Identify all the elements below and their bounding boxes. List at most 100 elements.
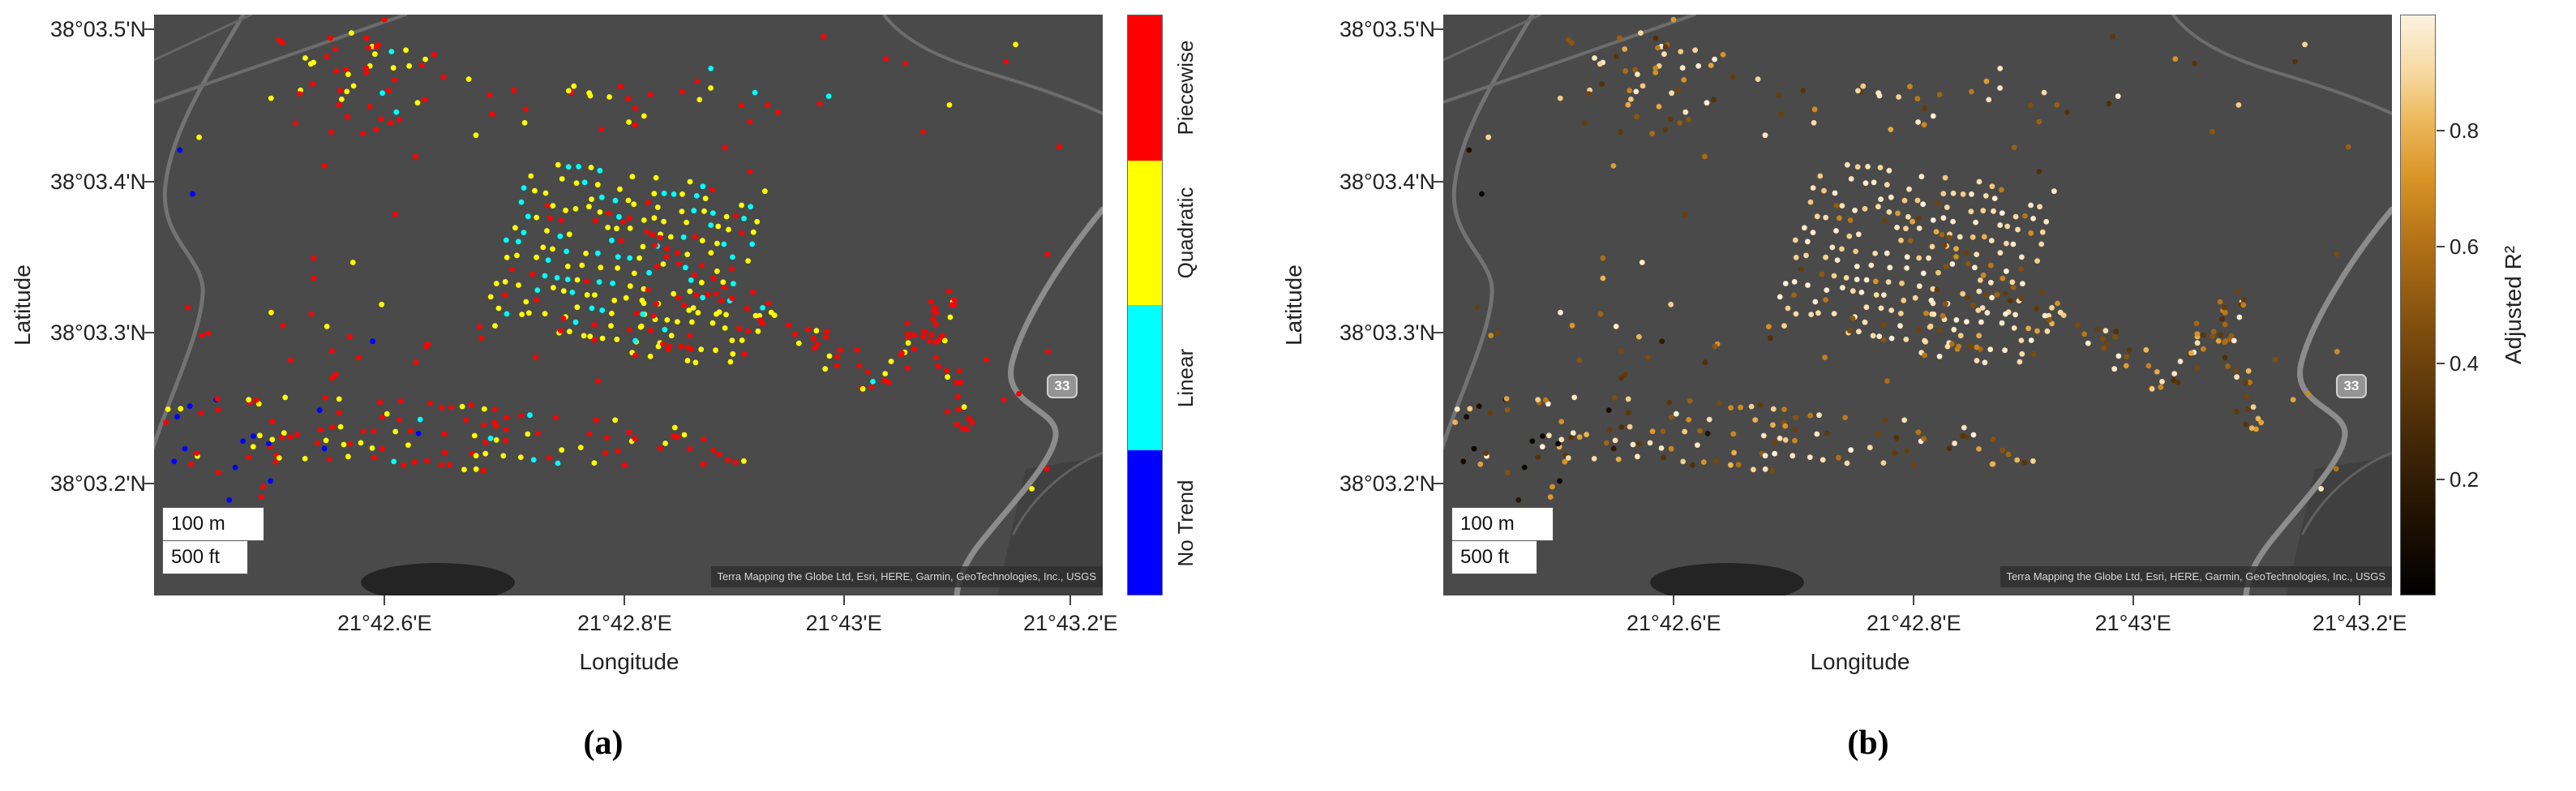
tree-point-r2: [2240, 302, 2247, 308]
tree-point-r2: [1984, 310, 1991, 316]
tree-point-category: [287, 357, 294, 363]
tree-point-r2: [1907, 238, 1914, 243]
tree-point-r2: [1946, 445, 1952, 451]
tree-point-r2: [1964, 250, 1970, 256]
legend-a-segment-none: [1128, 449, 1162, 595]
tree-point-category: [684, 251, 691, 257]
tree-point-category: [560, 288, 567, 294]
tree-point-category: [527, 412, 533, 419]
tree-point-r2: [1661, 51, 1667, 58]
tree-point-category: [667, 234, 674, 240]
tree-point-r2: [1930, 300, 1936, 307]
tree-point-r2: [1460, 458, 1467, 465]
tree-point-r2: [1494, 330, 1501, 337]
tree-point-category: [814, 341, 821, 347]
tree-point-r2: [2334, 349, 2340, 355]
tree-point-category: [341, 441, 347, 448]
road: [154, 15, 253, 62]
lat-tick-mark: [144, 482, 154, 484]
tree-point-category: [565, 164, 572, 170]
tree-point-category: [371, 428, 377, 434]
tree-point-category: [932, 355, 939, 361]
tree-point-category: [680, 234, 687, 240]
tree-point-r2: [1599, 81, 1605, 87]
tree-point-category: [185, 304, 191, 311]
tree-point-r2: [1635, 71, 1640, 77]
lon-tick-label: 21°43'E: [805, 611, 882, 635]
tree-point-category: [408, 428, 414, 434]
tree-point-category: [834, 363, 840, 369]
tree-point-r2: [2004, 240, 2009, 247]
tree-point-r2: [2099, 335, 2106, 342]
tree-point-r2: [1943, 300, 1948, 307]
tree-point-r2: [1668, 301, 1674, 307]
tree-point-category: [757, 312, 763, 319]
tree-point-category: [1029, 486, 1035, 492]
tree-point-r2: [2004, 223, 2011, 230]
tree-point-category: [493, 436, 499, 443]
tree-point-category: [370, 338, 376, 345]
tree-point-r2: [1929, 243, 1935, 250]
tree-point-r2: [1819, 457, 1826, 463]
tree-point-r2: [2014, 457, 2021, 463]
tree-point-category: [625, 197, 632, 204]
tree-point-category: [418, 62, 425, 68]
tree-point-r2: [1505, 470, 1511, 475]
tree-point-category: [1044, 251, 1051, 257]
tree-point-r2: [2149, 385, 2155, 392]
lon-tick-label: 21°43.2'E: [1022, 611, 1118, 635]
tree-point-category: [760, 305, 765, 311]
tree-point-r2: [1600, 255, 1606, 261]
tree-point-category: [363, 35, 370, 41]
tree-point-r2: [1627, 88, 1633, 93]
tree-point-category: [888, 359, 894, 364]
tree-point-r2: [1807, 412, 1814, 419]
tree-point-category: [729, 295, 735, 302]
tree-point-r2: [1973, 219, 1978, 226]
tree-point-category: [417, 416, 423, 423]
tree-point-category: [521, 230, 527, 235]
tree-point-category: [521, 120, 528, 126]
tree-point-category: [646, 269, 652, 276]
tree-point-category: [911, 332, 917, 338]
tree-point-category: [294, 432, 300, 437]
tree-point-r2: [1717, 400, 1722, 406]
tree-point-r2: [1627, 423, 1633, 430]
tree-point-r2: [1991, 208, 1996, 214]
tree-point-r2: [2030, 216, 2036, 221]
tree-point-category: [547, 215, 553, 221]
tree-point-category: [632, 436, 638, 442]
tree-point-category: [864, 369, 871, 375]
tree-point-category: [604, 435, 611, 441]
tree-point-r2: [1936, 92, 1943, 97]
tree-point-r2: [1791, 292, 1797, 299]
tree-point-r2: [1817, 173, 1824, 179]
tree-point-r2: [1843, 275, 1849, 281]
tree-point-r2: [1792, 437, 1798, 444]
tree-point-category: [692, 234, 698, 240]
tree-point-category: [675, 250, 680, 256]
tree-point-category: [344, 88, 350, 95]
tree-point-category: [522, 106, 529, 113]
tree-point-r2: [2034, 258, 2040, 264]
tree-point-r2: [1618, 375, 1624, 381]
tree-point-category: [921, 329, 928, 335]
tree-point-r2: [2240, 297, 2247, 303]
tree-point-r2: [2004, 268, 2009, 274]
tree-point-category: [708, 66, 714, 71]
tree-point-r2: [1927, 323, 1934, 329]
tree-point-r2: [2158, 384, 2164, 390]
tree-point-r2: [2041, 89, 2047, 96]
tree-point-r2: [2075, 322, 2081, 329]
tree-point-category: [487, 435, 494, 441]
tree-point-category: [745, 258, 751, 264]
tree-point-r2: [2217, 299, 2223, 305]
tree-point-category: [713, 347, 718, 354]
tree-point-r2: [2290, 397, 2296, 402]
lat-tick-label: 38°03.2'N: [49, 471, 146, 496]
map-attribution: Terra Mapping the Globe Ltd, Esri, HERE,…: [2000, 566, 2392, 587]
tree-point-category: [647, 353, 654, 359]
tree-point-r2: [1625, 396, 1631, 402]
tree-point-r2: [1700, 459, 1707, 465]
tree-point-r2: [1488, 333, 1494, 338]
